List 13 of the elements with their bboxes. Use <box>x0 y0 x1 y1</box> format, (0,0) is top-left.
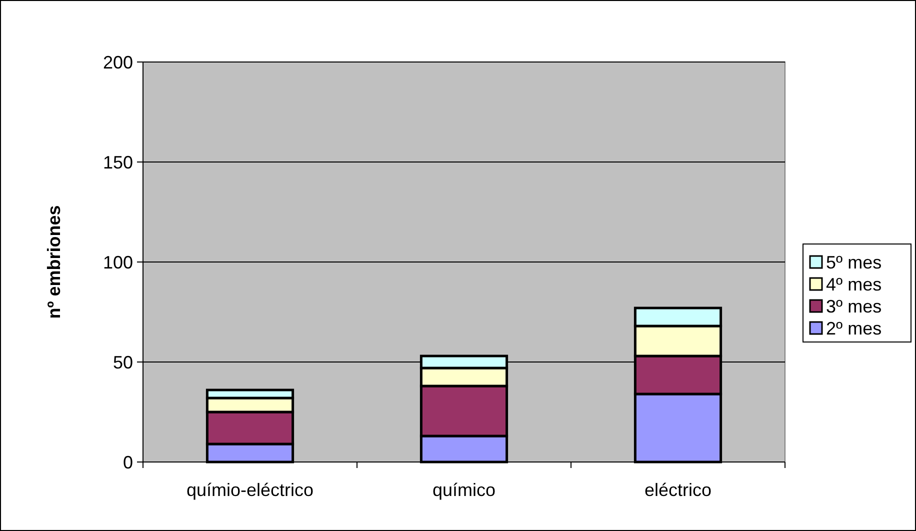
x-tick-label: químio-eléctrico <box>186 480 314 500</box>
y-axis-title: nº embriones <box>44 205 64 319</box>
y-tick-label: 200 <box>102 52 133 72</box>
y-tick-label: 100 <box>102 252 133 272</box>
legend-label: 4º mes <box>826 274 882 294</box>
x-tick-label: eléctrico <box>644 480 712 500</box>
y-tick-label: 0 <box>122 452 133 472</box>
x-tick-label: químico <box>432 480 496 500</box>
legend-label: 2º mes <box>826 318 882 338</box>
legend-label: 5º mes <box>826 252 882 272</box>
legend-label: 3º mes <box>826 296 882 316</box>
y-tick-label: 150 <box>102 152 133 172</box>
y-tick-label: 50 <box>112 352 133 372</box>
